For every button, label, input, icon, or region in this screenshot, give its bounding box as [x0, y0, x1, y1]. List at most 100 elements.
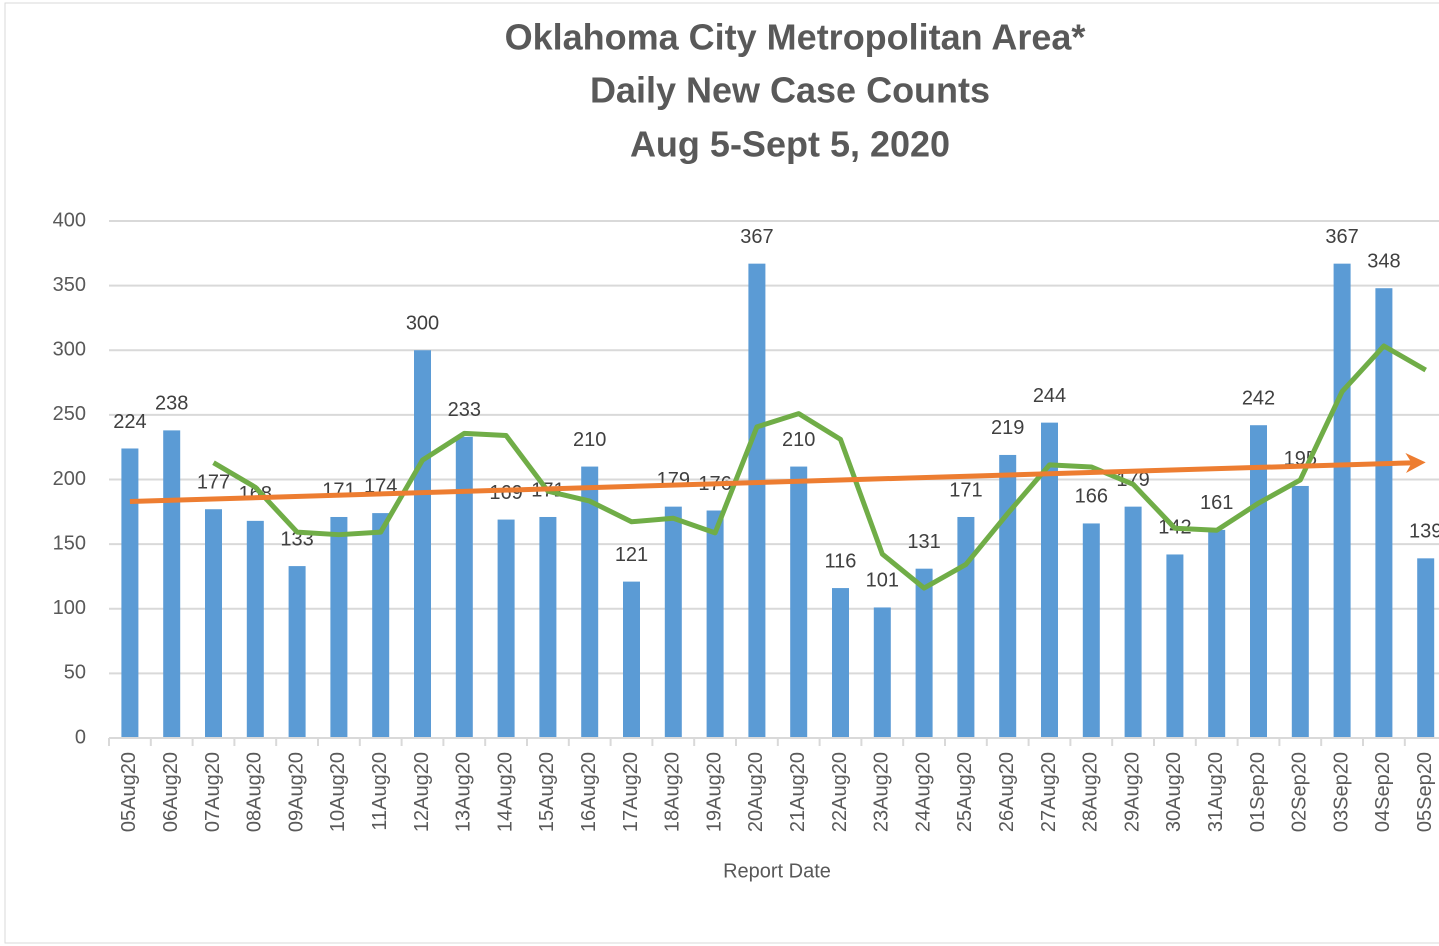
x-tick-label: 21Aug20 [787, 752, 809, 832]
y-tick-label: 0 [75, 726, 86, 748]
bar [1124, 506, 1142, 738]
bar [288, 566, 306, 738]
x-tick-label: 18Aug20 [662, 752, 684, 832]
x-tick-label: 15Aug20 [536, 752, 558, 832]
bar [330, 516, 348, 738]
x-tick-label: 11Aug20 [369, 752, 391, 831]
data-label: 210 [573, 429, 606, 451]
x-tick-label: 14Aug20 [494, 752, 516, 832]
data-label: 224 [113, 411, 146, 433]
y-tick-label: 250 [53, 403, 86, 425]
bar [748, 263, 766, 738]
bar [246, 520, 264, 738]
data-label: 101 [866, 570, 899, 592]
x-tick-label: 04Sep20 [1372, 752, 1394, 832]
bar [999, 454, 1017, 738]
y-tick-label: 100 [53, 597, 86, 619]
x-tick-label: 01Sep20 [1247, 752, 1269, 832]
bar [581, 466, 599, 738]
data-label: 169 [489, 482, 522, 504]
chart-title: Aug 5-Sept 5, 2020 [630, 124, 950, 165]
bar [957, 516, 975, 738]
x-tick-label: 25Aug20 [954, 752, 976, 832]
data-label: 367 [1325, 226, 1358, 248]
bar [455, 436, 473, 738]
data-label: 116 [825, 550, 857, 572]
x-tick-label: 31Aug20 [1205, 752, 1227, 832]
x-tick-label: 03Sep20 [1330, 752, 1352, 832]
y-tick-label: 350 [53, 274, 86, 296]
x-tick-label: 09Aug20 [285, 752, 307, 832]
bar [1417, 558, 1435, 738]
bar [1166, 554, 1184, 738]
data-label: 244 [1033, 385, 1066, 407]
trend-line [129, 453, 1426, 504]
x-tick-label: 29Aug20 [1121, 752, 1143, 832]
x-tick-label: 02Sep20 [1289, 752, 1311, 832]
x-tick-label: 17Aug20 [620, 752, 642, 832]
y-tick-label: 50 [64, 662, 86, 684]
data-label: 300 [406, 313, 439, 335]
x-tick-label: 06Aug20 [160, 752, 182, 832]
data-label: 171 [949, 479, 982, 501]
data-label: 367 [740, 226, 773, 248]
data-label: 210 [782, 429, 815, 451]
x-axis-title: Report Date [723, 860, 831, 882]
bar [1082, 523, 1100, 738]
bar [497, 519, 515, 738]
x-tick-label: 05Aug20 [118, 752, 140, 832]
x-tick-label: 12Aug20 [411, 752, 433, 832]
x-tick-label: 16Aug20 [578, 752, 600, 832]
x-tick-label: 13Aug20 [453, 752, 475, 832]
bar [1333, 263, 1351, 738]
data-label: 139 [1409, 521, 1439, 543]
y-tick-label: 300 [53, 339, 86, 361]
moving-average-line [212, 343, 1427, 591]
x-tick-label: 07Aug20 [202, 752, 224, 832]
x-tick-label: 20Aug20 [745, 752, 767, 832]
bar [1375, 288, 1393, 738]
data-label: 179 [1116, 469, 1149, 491]
bar [1250, 425, 1267, 738]
x-tick-label: 28Aug20 [1080, 752, 1102, 832]
y-tick-label: 150 [53, 532, 86, 554]
bar [623, 581, 640, 738]
data-label: 166 [1075, 486, 1108, 508]
chart-title: Daily New Case Counts [590, 70, 990, 111]
data-label: 131 [907, 531, 940, 553]
data-label: 177 [197, 472, 230, 494]
bar [664, 506, 682, 738]
bar [163, 430, 181, 738]
x-tick-label: 05Sep20 [1414, 752, 1436, 832]
bar [414, 350, 431, 738]
y-tick-label: 400 [53, 209, 86, 231]
data-label: 348 [1367, 250, 1400, 272]
data-label: 121 [615, 544, 648, 566]
x-tick-label: 10Aug20 [327, 752, 349, 832]
chart-title: Oklahoma City Metropolitan Area* [505, 17, 1086, 58]
x-tick-label: 23Aug20 [871, 752, 893, 832]
data-label: 238 [155, 393, 188, 415]
x-tick-label: 22Aug20 [829, 752, 851, 832]
x-tick-label: 24Aug20 [912, 752, 934, 832]
data-label: 233 [448, 399, 481, 421]
bar [539, 516, 557, 738]
x-tick-label: 27Aug20 [1038, 752, 1060, 832]
plot-area: 2242381771681331711743002331691712101211… [108, 226, 1439, 746]
x-tick-label: 19Aug20 [703, 752, 725, 832]
bar [372, 513, 390, 738]
bar [706, 510, 724, 738]
bar [832, 588, 849, 738]
bar [790, 466, 808, 738]
bar [1208, 529, 1226, 738]
bar [873, 607, 891, 738]
data-label: 219 [991, 417, 1024, 439]
data-label: 242 [1242, 387, 1275, 409]
data-label: 161 [1200, 492, 1233, 514]
y-tick-label: 200 [53, 468, 86, 490]
bar [915, 568, 933, 738]
x-tick-label: 08Aug20 [244, 752, 266, 832]
x-tick-label: 26Aug20 [996, 752, 1018, 832]
